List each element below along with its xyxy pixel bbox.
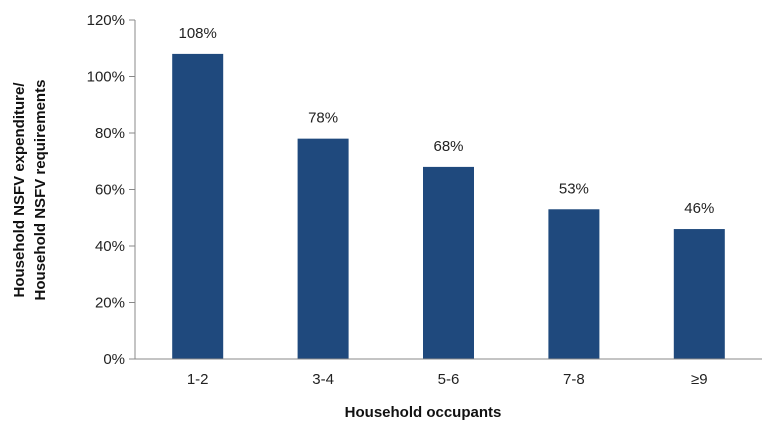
y-tick-label: 20% (95, 295, 125, 312)
x-tick-label: ≥9 (691, 371, 708, 388)
x-axis-ticks: 1-2 3-4 5-6 7-8 ≥9 (187, 371, 708, 388)
data-label: 68% (433, 138, 463, 155)
bar (548, 209, 600, 359)
data-label: 46% (684, 200, 714, 217)
y-axis-title-line-1: Household NSFV expenditure/ (11, 82, 28, 298)
data-label: 78% (308, 110, 338, 127)
x-axis-title: Household occupants (345, 404, 502, 421)
y-axis-title-line-2: Household NSFV requirements (32, 80, 49, 301)
y-axis-title: Household NSFV expenditure/ Household NS… (11, 80, 49, 301)
x-tick-label: 5-6 (438, 371, 460, 388)
bar (172, 53, 224, 360)
y-axis-ticks: 0% 20% 40% 60% 80% 100% 120% (87, 12, 135, 368)
x-tick-label: 3-4 (312, 371, 334, 388)
data-label: 108% (179, 25, 217, 42)
y-tick-label: 60% (95, 182, 125, 199)
y-tick-label: 120% (87, 12, 125, 29)
data-labels: 108% 78% 68% 53% 46% (179, 25, 715, 217)
data-label: 53% (559, 180, 589, 197)
x-tick-label: 1-2 (187, 371, 209, 388)
y-tick-label: 40% (95, 238, 125, 255)
bar (673, 229, 725, 359)
bar (423, 166, 474, 359)
y-tick-label: 0% (103, 351, 125, 368)
x-tick-label: 7-8 (563, 371, 585, 388)
y-tick-label: 100% (87, 69, 125, 86)
y-tick-label: 80% (95, 125, 125, 142)
bar (297, 138, 349, 359)
bars (172, 53, 725, 360)
